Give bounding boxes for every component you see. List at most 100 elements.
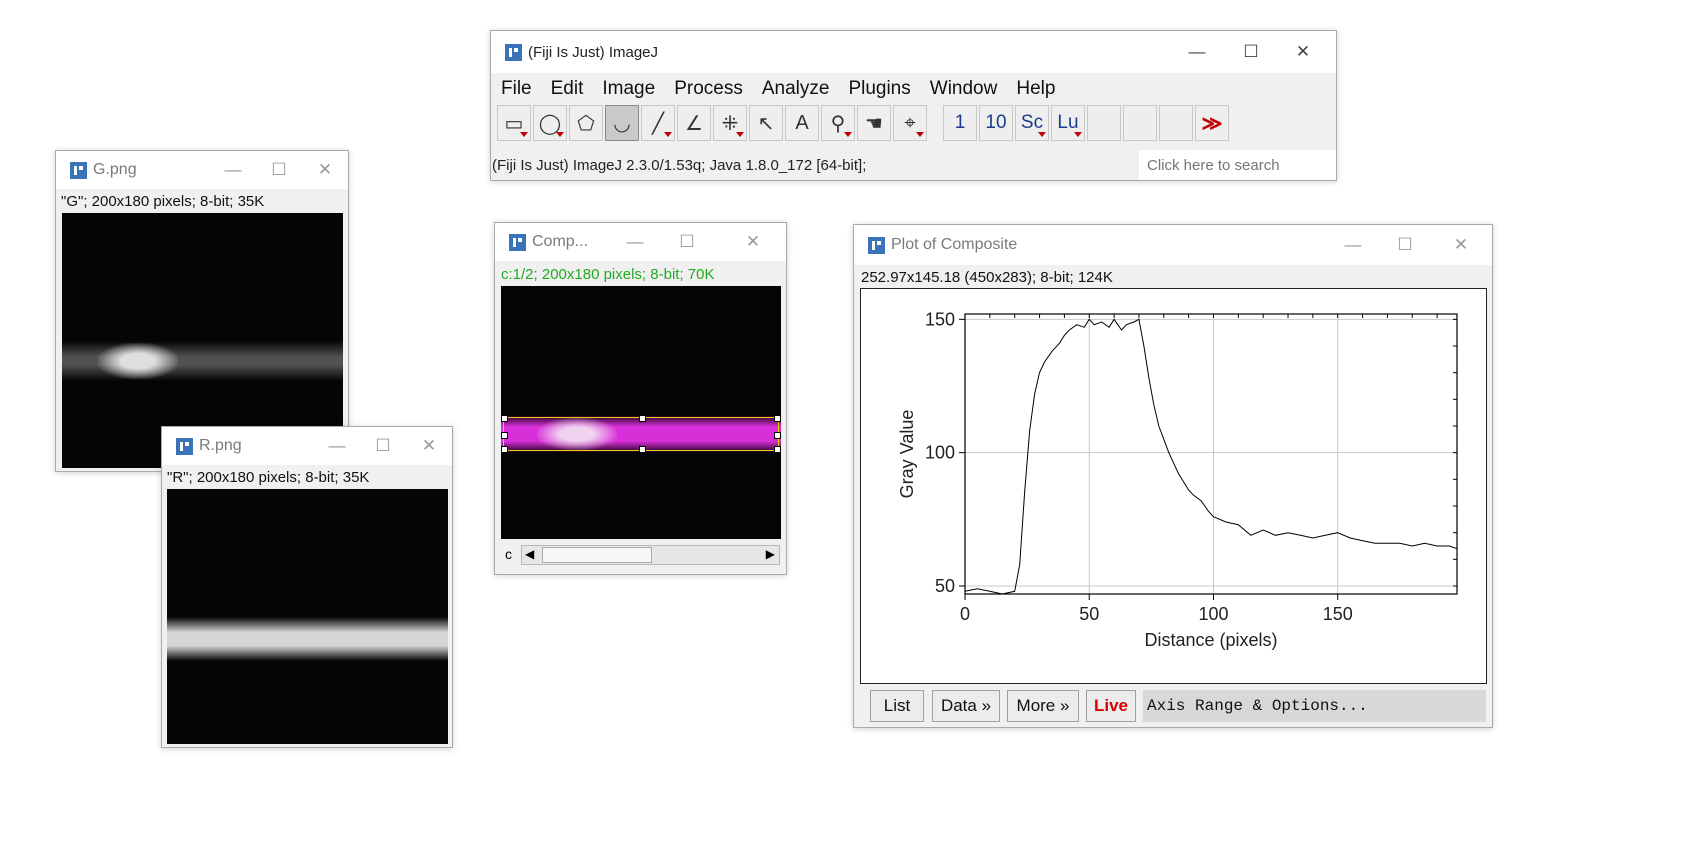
menu-window[interactable]: Window bbox=[929, 78, 998, 99]
channel-scrollbar[interactable]: ◀ ▶ bbox=[521, 545, 780, 565]
tool-label: 10 bbox=[985, 112, 1007, 133]
hand-tool-icon: ☚ bbox=[865, 112, 883, 135]
plot-window: Plot of Composite — ☐ ✕ 252.97x145.18 (4… bbox=[853, 224, 1493, 728]
text-tool-10-button[interactable]: 10 bbox=[979, 105, 1013, 141]
r-image-window: R.png — ☐ ✕ "R"; 200x180 pixels; 8-bit; … bbox=[161, 426, 453, 748]
maximize-button[interactable]: ☐ bbox=[271, 160, 287, 179]
text-tool-sc-button[interactable]: Sc bbox=[1015, 105, 1049, 141]
minimize-button[interactable]: — bbox=[224, 160, 242, 179]
g-image-window: G.png — ☐ ✕ "G"; 200x180 pixels; 8-bit; … bbox=[55, 150, 349, 472]
polygon-tool-icon: ⬠ bbox=[577, 112, 595, 135]
image-info: c:1/2; 200x180 pixels; 8-bit; 70K bbox=[501, 266, 715, 283]
search-input[interactable] bbox=[1139, 150, 1336, 180]
minimize-button[interactable]: — bbox=[1188, 42, 1206, 61]
empty-tool-slot[interactable] bbox=[1123, 105, 1157, 141]
x-tick-label: 0 bbox=[960, 604, 970, 624]
r-image-canvas[interactable] bbox=[167, 489, 448, 744]
window-title: Comp... bbox=[532, 233, 589, 250]
tool-label: Sc bbox=[1020, 112, 1044, 133]
maximize-button[interactable]: ☐ bbox=[1243, 42, 1259, 61]
maximize-button[interactable]: ☐ bbox=[1397, 235, 1413, 254]
menu-edit[interactable]: Edit bbox=[550, 78, 584, 99]
tool-label: Lu bbox=[1057, 112, 1079, 133]
roi-handle[interactable] bbox=[774, 432, 781, 439]
oval-tool-button[interactable]: ◯ bbox=[533, 105, 567, 141]
r-window-titlebar[interactable]: R.png — ☐ ✕ bbox=[162, 427, 452, 465]
more-tools-button[interactable]: ≫ bbox=[1195, 105, 1229, 141]
plot-canvas[interactable]: 0 50 100 150 50 100 150 Gray Value Distance (p… bbox=[860, 288, 1487, 684]
magnifier-tool-button[interactable]: ⚲ bbox=[821, 105, 855, 141]
g-window-titlebar[interactable]: G.png — ☐ ✕ bbox=[56, 151, 348, 189]
list-button[interactable]: List bbox=[870, 690, 924, 722]
minimize-button[interactable]: — bbox=[1344, 235, 1362, 254]
minimize-button[interactable]: — bbox=[626, 232, 644, 251]
roi-handle[interactable] bbox=[639, 446, 646, 453]
main-titlebar[interactable]: (Fiji Is Just) ImageJ — ☐ ✕ bbox=[491, 31, 1336, 73]
menu-help[interactable]: Help bbox=[1016, 78, 1056, 99]
text-tool-1-button[interactable]: 1 bbox=[943, 105, 977, 141]
polygon-tool-button[interactable]: ⬠ bbox=[569, 105, 603, 141]
close-button[interactable]: ✕ bbox=[1453, 235, 1469, 254]
text-tool-lu-button[interactable]: Lu bbox=[1051, 105, 1085, 141]
roi-handle[interactable] bbox=[774, 446, 781, 453]
freehand-tool-button[interactable]: ◡ bbox=[605, 105, 639, 141]
roi-handle[interactable] bbox=[774, 415, 781, 422]
axis-options-field[interactable]: Axis Range & Options... bbox=[1143, 690, 1486, 722]
window-title: Plot of Composite bbox=[891, 236, 1018, 253]
roi-handle[interactable] bbox=[501, 432, 508, 439]
line-tool-button[interactable]: ╱ bbox=[641, 105, 675, 141]
fiji-icon bbox=[505, 43, 522, 61]
image-info: 252.97x145.18 (450x283); 8-bit; 124K bbox=[861, 269, 1113, 286]
multipoint-tool-button[interactable]: ⁜ bbox=[713, 105, 747, 141]
menu-plugins[interactable]: Plugins bbox=[848, 78, 911, 99]
composite-titlebar[interactable]: Comp... — ☐ ✕ bbox=[495, 223, 786, 261]
maximize-button[interactable]: ☐ bbox=[679, 232, 695, 251]
line-selection-roi[interactable] bbox=[501, 415, 781, 453]
data-button[interactable]: Data » bbox=[932, 690, 1000, 722]
g-image-canvas[interactable] bbox=[62, 213, 343, 468]
roi-handle[interactable] bbox=[501, 446, 508, 453]
roi-handle[interactable] bbox=[639, 415, 646, 422]
scroll-right-icon[interactable]: ▶ bbox=[765, 547, 775, 561]
window-title: G.png bbox=[93, 161, 137, 178]
x-tick-label: 50 bbox=[1079, 604, 1099, 624]
menu-file[interactable]: File bbox=[501, 78, 532, 99]
empty-tool-slot[interactable] bbox=[1159, 105, 1193, 141]
close-button[interactable]: ✕ bbox=[421, 436, 437, 455]
menu-process[interactable]: Process bbox=[674, 78, 743, 99]
y-tick-label: 100 bbox=[925, 443, 955, 463]
dropdown-indicator-icon bbox=[520, 132, 528, 137]
close-button[interactable]: ✕ bbox=[1295, 42, 1311, 61]
dropper-tool-button[interactable]: ⌖ bbox=[893, 105, 927, 141]
scroll-thumb[interactable] bbox=[542, 547, 652, 563]
close-button[interactable]: ✕ bbox=[745, 232, 761, 251]
profile-line bbox=[964, 318, 1458, 595]
composite-image-canvas[interactable] bbox=[501, 286, 781, 539]
text-tool-button[interactable]: A bbox=[785, 105, 819, 141]
dropdown-indicator-icon bbox=[664, 132, 672, 137]
menu-image[interactable]: Image bbox=[602, 78, 656, 99]
live-button[interactable]: Live bbox=[1086, 690, 1136, 722]
plot-frame bbox=[964, 313, 1458, 595]
line-tool-icon: ╱ bbox=[651, 112, 665, 135]
wand-tool-button[interactable]: ↖ bbox=[749, 105, 783, 141]
minimize-button[interactable]: — bbox=[328, 436, 346, 455]
hand-tool-button[interactable]: ☚ bbox=[857, 105, 891, 141]
plot-titlebar[interactable]: Plot of Composite — ☐ ✕ bbox=[854, 225, 1492, 265]
scroll-left-icon[interactable]: ◀ bbox=[525, 547, 535, 561]
rectangle-tool-button[interactable]: ▭ bbox=[497, 105, 531, 141]
x-tick-label: 150 bbox=[1323, 604, 1353, 624]
freehand-tool-icon: ◡ bbox=[613, 112, 631, 135]
angle-tool-button[interactable]: ∠ bbox=[677, 105, 711, 141]
channel-label: c bbox=[505, 546, 512, 562]
multipoint-tool-icon: ⁜ bbox=[721, 112, 739, 135]
maximize-button[interactable]: ☐ bbox=[375, 436, 391, 455]
rectangle-tool-icon: ▭ bbox=[504, 112, 524, 135]
close-button[interactable]: ✕ bbox=[317, 160, 333, 179]
tool-label: 1 bbox=[954, 112, 966, 133]
empty-tool-slot[interactable] bbox=[1087, 105, 1121, 141]
menu-analyze[interactable]: Analyze bbox=[761, 78, 830, 99]
more-button[interactable]: More » bbox=[1007, 690, 1079, 722]
roi-handle[interactable] bbox=[501, 415, 508, 422]
dropdown-indicator-icon bbox=[1038, 132, 1046, 137]
